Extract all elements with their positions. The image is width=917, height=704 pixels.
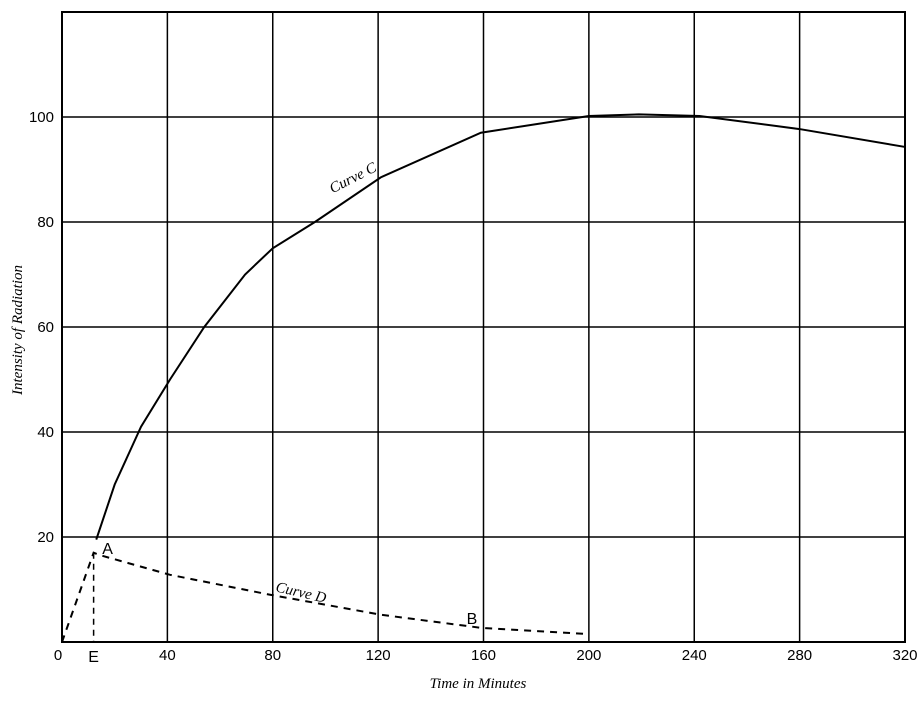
annotation: E [88,649,99,666]
x-tick-label: 160 [471,647,496,664]
x-tick-label: 80 [264,647,281,664]
y-tick-label: 40 [37,424,54,441]
annotation: B [467,611,478,628]
x-tick-label: 120 [366,647,391,664]
curve-label: Curve C [327,159,380,197]
y-tick-label: 60 [37,319,54,336]
y-tick-label: 80 [37,214,54,231]
x-tick-label: 280 [787,647,812,664]
annotation: A [102,541,113,558]
x-tick-label: 40 [159,647,176,664]
data-line [61,551,589,643]
y-axis-label: Intensity of Radiation [10,265,26,396]
curve-label: Curve D [274,580,328,607]
x-tick-label: 240 [682,647,707,664]
data-line [95,113,906,540]
x-tick-label: 320 [892,647,917,664]
y-tick-label: 100 [29,109,54,126]
x-axis-label: Time in Minutes [430,676,527,692]
x-tick-label: 200 [576,647,601,664]
x-tick-label: 0 [54,647,62,664]
y-tick-label: 20 [37,529,54,546]
